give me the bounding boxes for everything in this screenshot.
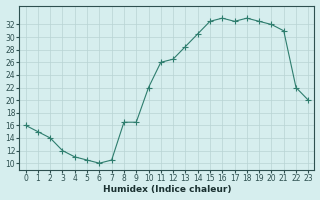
X-axis label: Humidex (Indice chaleur): Humidex (Indice chaleur)	[103, 185, 231, 194]
